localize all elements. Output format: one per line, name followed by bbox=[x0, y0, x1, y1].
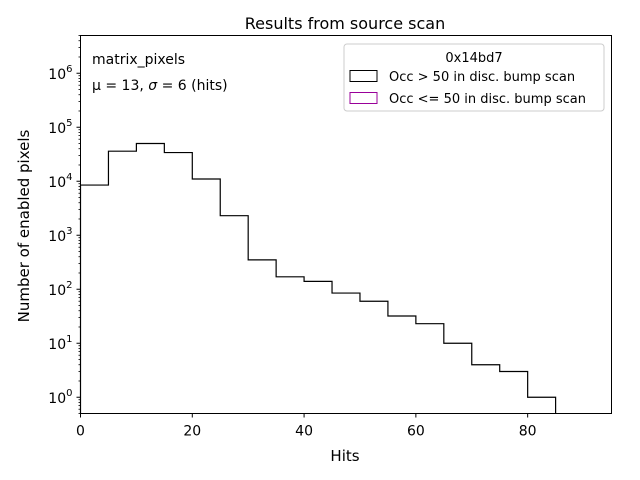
chart-title: Results from source scan bbox=[245, 14, 445, 33]
annotation-sigma: σ bbox=[148, 78, 158, 94]
y-tick-label: 104 bbox=[48, 172, 72, 191]
x-tick-label: 40 bbox=[295, 424, 313, 440]
x-axis-ticks: 0 20 40 60 80 bbox=[76, 413, 537, 440]
legend-swatch-occ-gt-50 bbox=[349, 70, 378, 82]
histogram-bin bbox=[276, 277, 304, 414]
histogram-bin bbox=[360, 301, 388, 413]
histogram-bin bbox=[248, 260, 276, 414]
legend-label-occ-gt-50: Occ > 50 in disc. bump scan bbox=[389, 70, 575, 85]
y-tick-label: 100 bbox=[48, 388, 72, 407]
legend-label-occ-le-50: Occ <= 50 in disc. bump scan bbox=[389, 92, 586, 107]
histogram-bin bbox=[332, 293, 360, 413]
y-tick-label: 102 bbox=[48, 280, 72, 299]
histogram-bin bbox=[192, 179, 220, 413]
histogram-bin bbox=[136, 144, 164, 414]
plot-frame bbox=[80, 35, 612, 414]
y-axis-label: Number of enabled pixels bbox=[15, 129, 33, 322]
y-axis-ticks: 100 101 102 103 104 105 106 bbox=[48, 35, 81, 414]
y-tick-label: 106 bbox=[48, 64, 72, 83]
histogram-bin bbox=[164, 153, 192, 414]
histogram-bin bbox=[416, 324, 444, 414]
annotation-line-2: μ = 13, σ = 6 (hits) bbox=[92, 78, 228, 94]
legend-frame bbox=[343, 43, 605, 112]
histogram-bin bbox=[304, 281, 332, 413]
x-axis-label: Hits bbox=[330, 447, 359, 465]
legend-swatch-occ-le-50 bbox=[349, 92, 378, 104]
x-tick-label: 60 bbox=[407, 424, 425, 440]
histogram-bin bbox=[500, 371, 528, 413]
y-tick-label: 105 bbox=[48, 118, 72, 137]
x-tick-label: 20 bbox=[183, 424, 201, 440]
histogram-bin bbox=[388, 316, 416, 414]
histogram-bin bbox=[472, 365, 500, 414]
legend-title: 0x14bd7 bbox=[445, 51, 502, 66]
legend: 0x14bd7 Occ > 50 in disc. bump scan Occ … bbox=[343, 43, 605, 112]
histogram-bin bbox=[528, 397, 556, 413]
histogram-bin bbox=[444, 343, 472, 413]
series-layer bbox=[79, 142, 557, 414]
y-tick-label: 101 bbox=[48, 334, 72, 353]
histogram-bin bbox=[81, 185, 109, 413]
annotation-sigma-part: = 6 (hits) bbox=[157, 78, 227, 94]
histogram-bin bbox=[220, 216, 248, 414]
annotation-line-1: matrix_pixels bbox=[92, 52, 185, 68]
x-tick-label: 80 bbox=[519, 424, 537, 440]
y-tick-label: 103 bbox=[48, 226, 72, 245]
x-tick-label: 0 bbox=[76, 424, 85, 440]
annotation-mu-part: μ = 13, bbox=[92, 78, 148, 94]
histogram-series-0 bbox=[79, 142, 557, 414]
histogram-bin bbox=[108, 151, 136, 413]
